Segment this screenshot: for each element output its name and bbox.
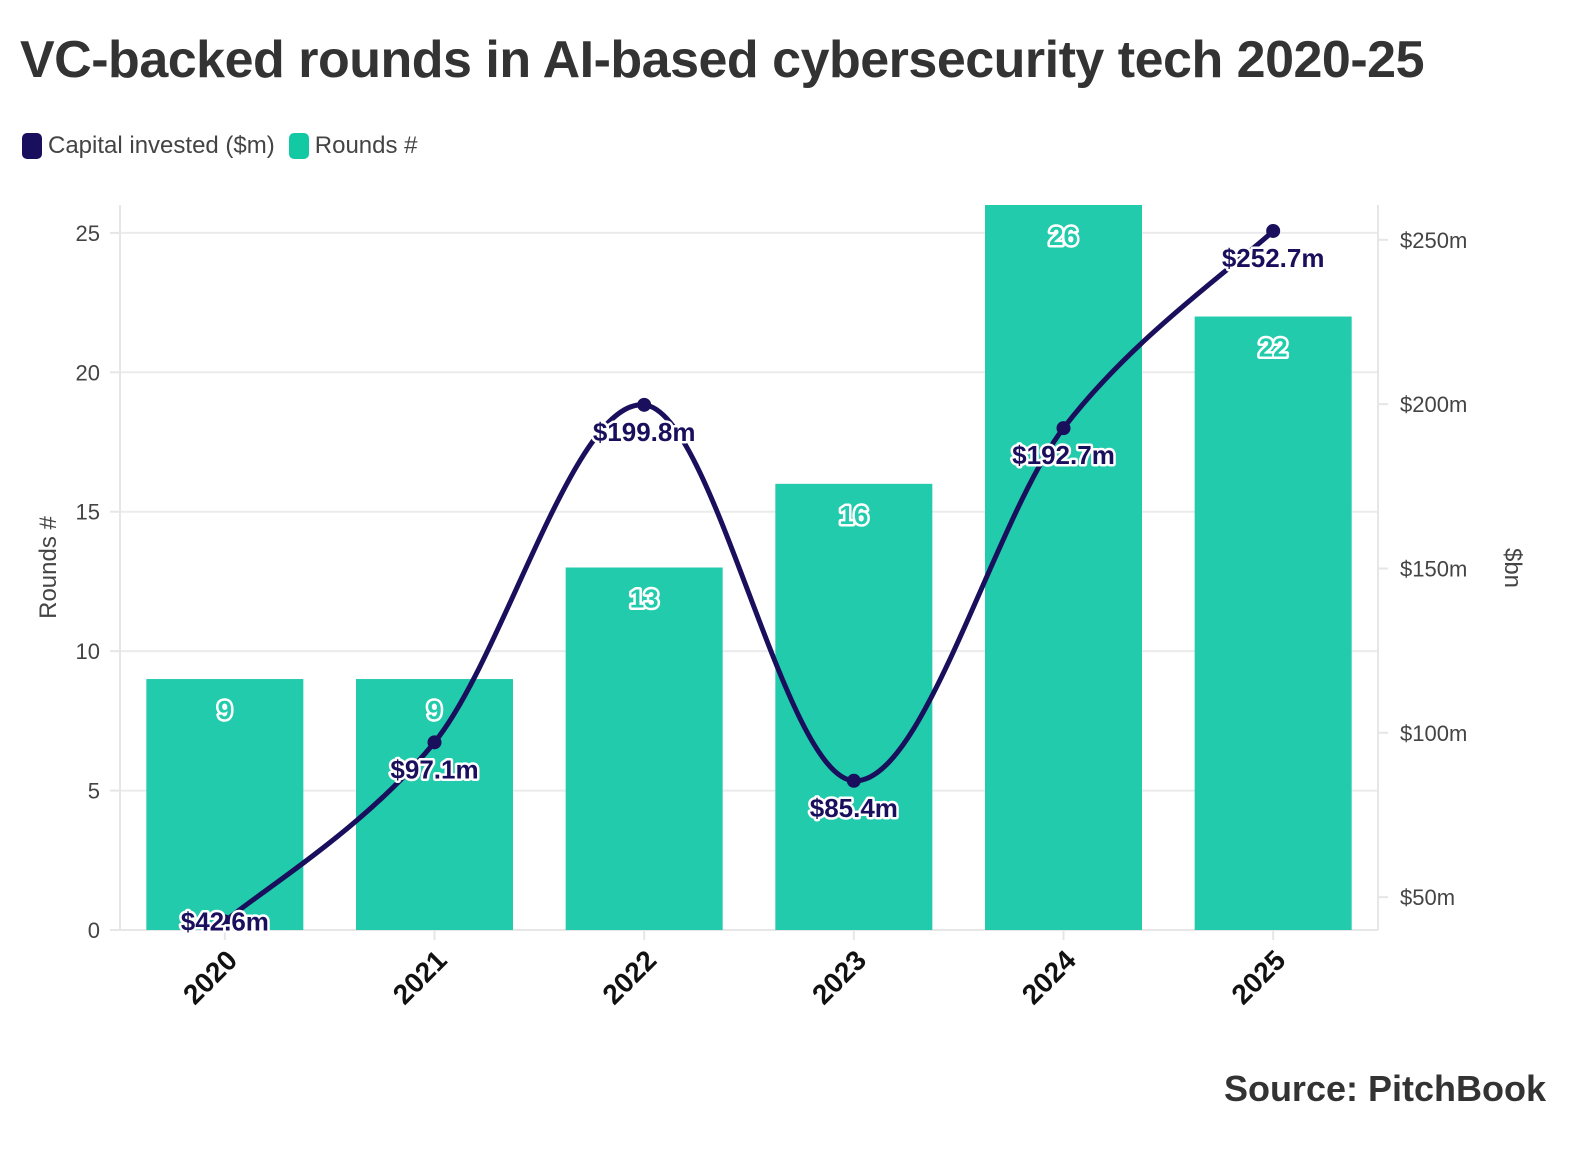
x-tick-label: 2023 [806,944,872,1010]
legend-item-capital[interactable]: Capital invested ($m) [22,132,275,160]
bar [775,483,933,930]
legend-label-capital: Capital invested ($m) [48,132,275,159]
bar [1194,316,1352,930]
y2-tick-label: $150m [1400,556,1467,581]
capital-data-label: $85.4m [810,793,898,823]
legend: Capital invested ($m) Rounds # [22,132,432,160]
y-tick-label: 15 [76,500,100,525]
capital-point [637,397,652,412]
y2-tick-label: $250m [1400,228,1467,253]
capital-data-label: $192.7m [1012,440,1115,470]
capital-point [1056,421,1071,436]
capital-point [217,914,232,929]
legend-swatch-capital [22,133,42,159]
chart-title: VC-backed rounds in AI-based cybersecuri… [20,31,1425,89]
bar [565,567,723,930]
x-tick-label: 2022 [596,944,662,1010]
x-tick-label: 2021 [387,944,453,1010]
capital-data-label: $42.6m [181,906,269,936]
x-tick-label: 2020 [177,944,243,1010]
capital-point [1266,223,1281,238]
bar-data-label: 22 [1259,333,1288,363]
bar-data-label: 26 [1049,221,1078,251]
bar-data-label: 9 [218,695,232,725]
capital-data-label: $199.8m [593,417,696,447]
y-tick-label: 25 [76,221,100,246]
legend-swatch-rounds [288,133,309,159]
capital-point [846,773,861,788]
y-tick-label: 20 [76,360,100,385]
legend-label-rounds: Rounds # [314,132,418,159]
capital-data-label: $252.7m [1222,243,1325,273]
source-note: Source: PitchBook [1223,1068,1546,1109]
y2-tick-label: $50m [1400,885,1455,910]
y-tick-label: 0 [88,918,100,943]
bar-data-label: 16 [839,500,868,530]
y2-tick-label: $100m [1400,721,1467,746]
x-tick-label: 2024 [1016,944,1082,1010]
y-tick-label: 5 [88,779,100,804]
x-tick-label: 2025 [1225,944,1291,1010]
y2-axis-title: $bn [1499,548,1526,588]
bar [985,205,1142,930]
bar-data-label: 9 [427,695,441,725]
y2-tick-label: $200m [1400,392,1467,417]
bar [356,679,513,930]
capital-point [427,735,442,750]
bar-data-label: 13 [630,584,659,614]
y-axis-title: Rounds # [35,515,62,618]
bar [146,679,304,930]
y-tick-label: 10 [76,639,100,664]
capital-data-label: $97.1m [390,754,478,784]
legend-item-rounds[interactable]: Rounds # [288,132,418,160]
